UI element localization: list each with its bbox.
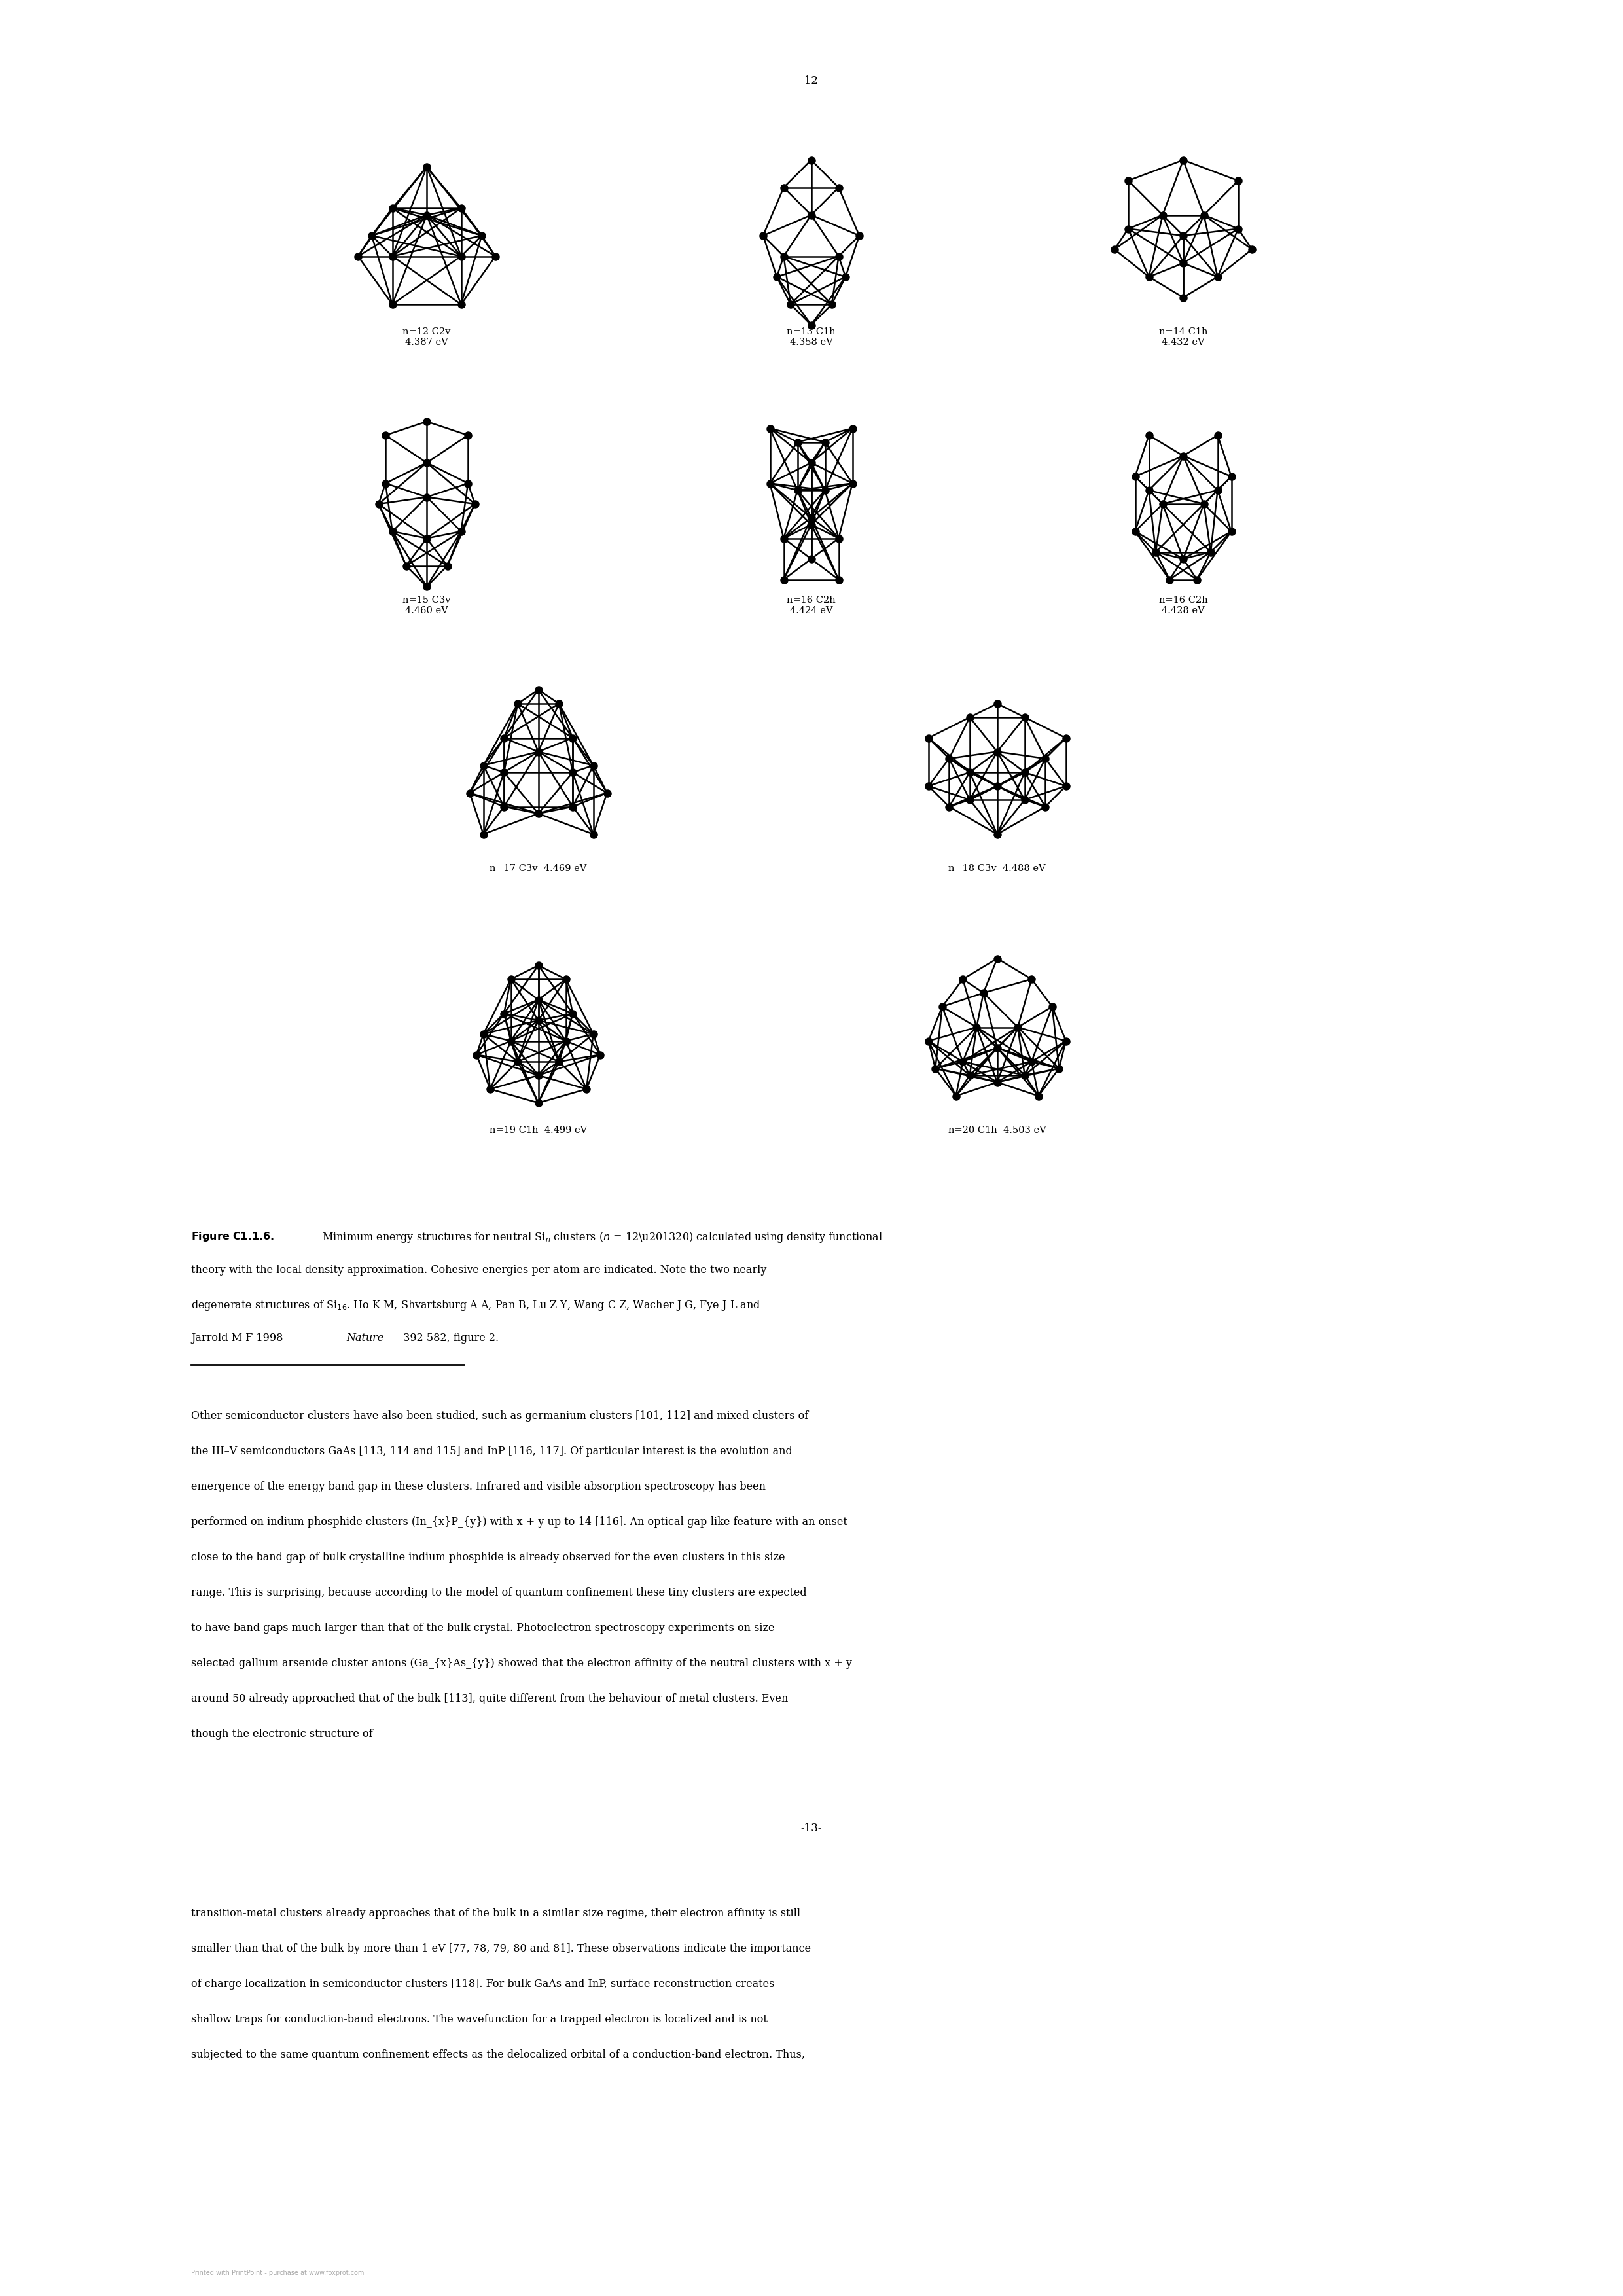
Text: n=13 C1h
4.358 eV: n=13 C1h 4.358 eV: [787, 328, 836, 347]
Text: transition-metal clusters already approaches that of the bulk in a similar size : transition-metal clusters already approa…: [192, 1908, 800, 1919]
Text: close to the band gap of bulk crystalline indium phosphide is already observed f: close to the band gap of bulk crystallin…: [192, 1552, 786, 1564]
Text: n=16 C2h
4.428 eV: n=16 C2h 4.428 eV: [1159, 595, 1208, 615]
Text: around 50 already approached that of the bulk [113], quite different from the be: around 50 already approached that of the…: [192, 1692, 789, 1704]
Text: n=18 C3v  4.488 eV: n=18 C3v 4.488 eV: [948, 863, 1045, 872]
Text: 392 582, figure 2.: 392 582, figure 2.: [399, 1332, 498, 1343]
Text: n=17 C3v  4.469 eV: n=17 C3v 4.469 eV: [490, 863, 588, 872]
Text: n=16 C2h
4.424 eV: n=16 C2h 4.424 eV: [787, 595, 836, 615]
Text: $\mathbf{Figure\ C1.1.6.}$: $\mathbf{Figure\ C1.1.6.}$: [192, 1231, 274, 1242]
Text: n=12 C2v
4.387 eV: n=12 C2v 4.387 eV: [403, 328, 451, 347]
Text: n=20 C1h  4.503 eV: n=20 C1h 4.503 eV: [948, 1125, 1047, 1134]
Text: though the electronic structure of: though the electronic structure of: [192, 1729, 373, 1740]
Text: the III–V semiconductors GaAs [113, 114 and 115] and InP [116, 117]. Of particul: the III–V semiconductors GaAs [113, 114 …: [192, 1446, 792, 1458]
Text: performed on indium phosphide clusters (In_{x}P_{y}) with x + y up to 14 [116]. : performed on indium phosphide clusters (…: [192, 1515, 847, 1527]
Text: of charge localization in semiconductor clusters [118]. For bulk GaAs and InP, s: of charge localization in semiconductor …: [192, 1979, 774, 1991]
Text: Other semiconductor clusters have also been studied, such as germanium clusters : Other semiconductor clusters have also b…: [192, 1410, 808, 1421]
Text: range. This is surprising, because according to the model of quantum confinement: range. This is surprising, because accor…: [192, 1587, 807, 1598]
Text: smaller than that of the bulk by more than 1 eV [77, 78, 79, 80 and 81]. These o: smaller than that of the bulk by more th…: [192, 1942, 812, 1954]
Text: shallow traps for conduction-band electrons. The wavefunction for a trapped elec: shallow traps for conduction-band electr…: [192, 2014, 768, 2025]
Text: selected gallium arsenide cluster anions (Ga_{x}As_{y}) showed that the electron: selected gallium arsenide cluster anions…: [192, 1658, 852, 1669]
Text: subjected to the same quantum confinement effects as the delocalized orbital of : subjected to the same quantum confinemen…: [192, 2050, 805, 2060]
Text: Jarrold M F 1998: Jarrold M F 1998: [192, 1332, 286, 1343]
Text: -13-: -13-: [800, 1823, 823, 1835]
Text: Minimum energy structures for neutral Si$_n$ clusters ($n$ = 12\u201320) calcula: Minimum energy structures for neutral Si…: [318, 1231, 883, 1244]
Text: Nature: Nature: [346, 1332, 383, 1343]
Text: to have band gaps much larger than that of the bulk crystal. Photoelectron spect: to have band gaps much larger than that …: [192, 1623, 774, 1635]
Text: Printed with PrintPoint - purchase at www.foxprot.com: Printed with PrintPoint - purchase at ww…: [192, 2271, 364, 2275]
Text: emergence of the energy band gap in these clusters. Infrared and visible absorpt: emergence of the energy band gap in thes…: [192, 1481, 766, 1492]
Text: -12-: -12-: [800, 76, 823, 87]
Text: n=15 C3v
4.460 eV: n=15 C3v 4.460 eV: [403, 595, 451, 615]
Text: theory with the local density approximation. Cohesive energies per atom are indi: theory with the local density approximat…: [192, 1265, 766, 1277]
Text: n=19 C1h  4.499 eV: n=19 C1h 4.499 eV: [490, 1125, 588, 1134]
Text: degenerate structures of Si$_{16}$. Ho K M, Shvartsburg A A, Pan B, Lu Z Y, Wang: degenerate structures of Si$_{16}$. Ho K…: [192, 1300, 761, 1313]
Text: n=14 C1h
4.432 eV: n=14 C1h 4.432 eV: [1159, 328, 1208, 347]
